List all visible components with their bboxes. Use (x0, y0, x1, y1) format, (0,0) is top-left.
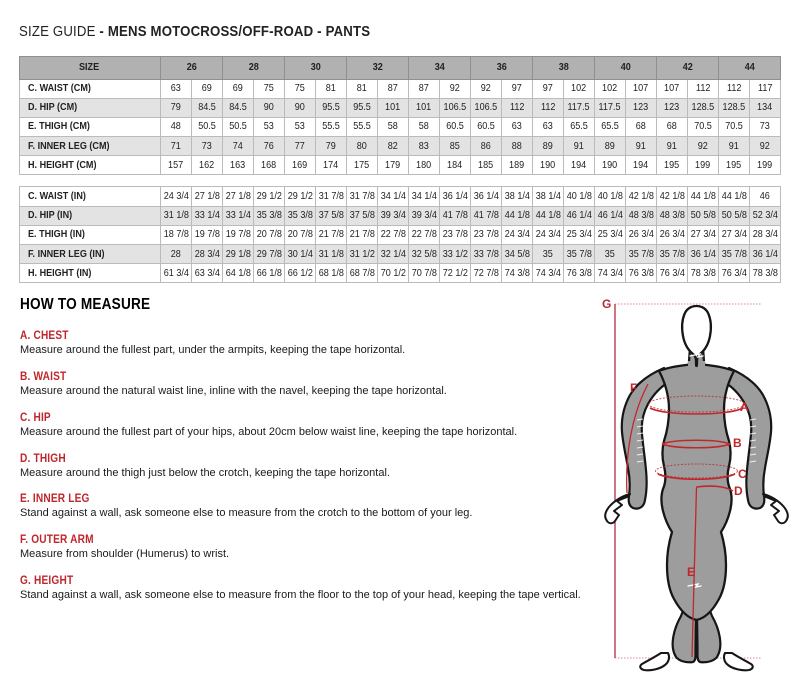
svg-text:A: A (740, 400, 749, 414)
svg-text:F: F (630, 381, 637, 395)
svg-text:D: D (734, 484, 743, 498)
svg-text:B: B (733, 436, 742, 450)
svg-text:E: E (687, 565, 695, 579)
svg-text:C: C (738, 467, 747, 481)
svg-text:G: G (602, 297, 611, 311)
